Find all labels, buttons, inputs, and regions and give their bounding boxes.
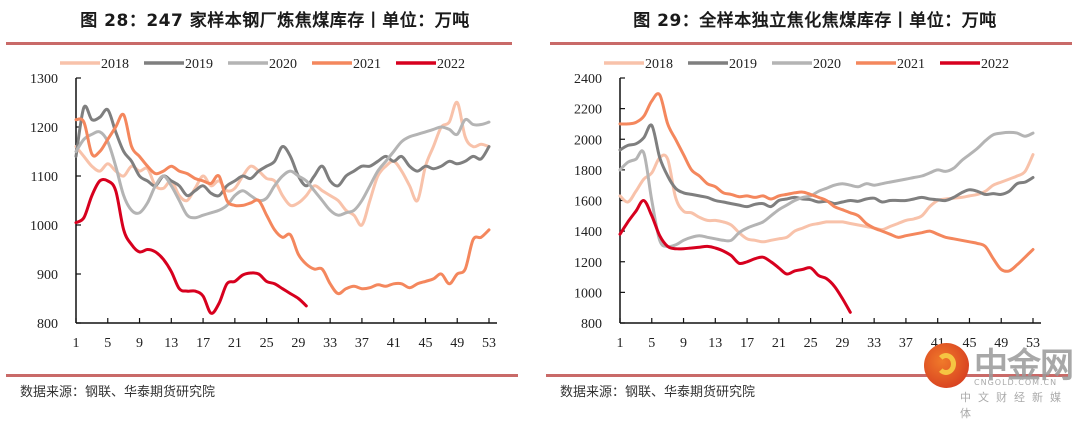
legend-item-2019: 2019 [688, 57, 757, 72]
watermark-tagline: 中文财经新媒体 [960, 391, 1068, 420]
chart-title: 图 28：247 家样本钢厂炼焦煤库存丨单位：万吨 [80, 11, 470, 31]
chart-panel-28: 图 28：247 家样本钢厂炼焦煤库存丨单位：万吨 2018 2019 2020 20… [0, 0, 540, 411]
legend-label: 2019 [185, 57, 213, 72]
x-tick-label: 21 [228, 336, 242, 351]
footer-divider [546, 374, 1068, 377]
legend-label: 2019 [729, 57, 757, 72]
legend-label: 2021 [897, 57, 925, 72]
x-tick-label: 33 [323, 336, 337, 351]
y-tick-label: 1000 [574, 286, 602, 301]
x-tick-label: 13 [708, 336, 722, 351]
y-tick-label: 2000 [574, 133, 602, 148]
x-tick-label: 1 [617, 336, 624, 351]
legend-item-2021: 2021 [856, 57, 925, 72]
x-tick-label: 13 [164, 336, 178, 351]
y-tick-label: 2200 [574, 103, 602, 118]
x-tick-label: 9 [680, 336, 687, 351]
series-line-2019 [74, 104, 491, 198]
series-line-2022 [618, 199, 852, 314]
legend-item-2018: 2018 [604, 57, 673, 72]
chart-title: 图 29：全样本独立焦化焦煤库存丨单位：万吨 [633, 11, 997, 31]
legend-item-2019: 2019 [144, 57, 213, 72]
legend-item-2020: 2020 [228, 57, 297, 72]
x-tick-label: 25 [260, 336, 274, 351]
legend-label: 2021 [353, 57, 381, 72]
y-tick-label: 1100 [31, 170, 58, 185]
watermark-url: CNGOLD.COM.CN [974, 378, 1058, 387]
x-tick-label: 41 [387, 336, 401, 351]
y-tick-label: 2400 [574, 72, 602, 87]
x-tick-label: 49 [450, 336, 464, 351]
chart-29: 2018 2019 2020 2021 2022 800 1000 1200 1400 1600 1… [574, 57, 1041, 351]
x-tick-label: 53 [1026, 336, 1040, 351]
y-tick-label: 1600 [574, 195, 602, 210]
watermark: 中金网 CNGOLD.COM.CN 中文财经新媒体 [922, 338, 1080, 420]
source-note: 数据来源：钢联、华泰期货研究院 [20, 385, 216, 400]
x-tick-label: 25 [804, 336, 818, 351]
y-tick-label: 1000 [30, 219, 58, 234]
series-line-2018 [618, 153, 1035, 244]
legend-label: 2022 [981, 57, 1009, 72]
y-tick-label: 800 [37, 317, 58, 332]
legend-label: 2020 [813, 57, 841, 72]
x-tick-label: 45 [962, 336, 976, 351]
legend-item-2022: 2022 [940, 57, 1009, 72]
legend-item-2018: 2018 [60, 57, 129, 72]
y-tick-label: 1200 [574, 256, 602, 271]
y-tick-label: 1800 [574, 164, 602, 179]
footer-divider [6, 374, 518, 377]
y-tick-label: 1300 [30, 72, 58, 87]
x-tick-label: 33 [867, 336, 881, 351]
source-note: 数据来源：钢联、华泰期货研究院 [560, 385, 756, 400]
x-tick-label: 29 [835, 336, 849, 351]
x-tick-label: 1 [73, 336, 80, 351]
series-line-2018 [74, 100, 491, 227]
legend-label: 2018 [645, 57, 673, 72]
chart-panel-29: 图 29：全样本独立焦化焦煤库存丨单位：万吨 2018 2019 2020 2021 2… [540, 0, 1080, 411]
y-tick-label: 900 [37, 268, 58, 283]
x-tick-label: 49 [994, 336, 1008, 351]
legend-label: 2020 [269, 57, 297, 72]
y-tick-label: 1400 [574, 225, 602, 240]
title-divider [6, 42, 512, 45]
series-line-2022 [74, 177, 308, 315]
legend-item-2021: 2021 [312, 57, 381, 72]
watermark-name: 中金网 [974, 346, 1074, 386]
title-divider [550, 42, 1072, 45]
x-tick-label: 17 [740, 336, 754, 351]
y-tick-label: 1200 [30, 121, 58, 136]
x-tick-label: 37 [899, 336, 913, 351]
legend-label: 2022 [437, 57, 465, 72]
x-tick-label: 17 [196, 336, 210, 351]
x-tick-label: 45 [418, 336, 432, 351]
legend-label: 2018 [101, 57, 129, 72]
x-tick-label: 29 [291, 336, 305, 351]
x-tick-label: 37 [355, 336, 369, 351]
y-tick-label: 800 [581, 317, 602, 332]
legend-item-2020: 2020 [772, 57, 841, 72]
x-tick-label: 5 [104, 336, 111, 351]
x-tick-label: 5 [648, 336, 655, 351]
cngold-logo-icon [924, 343, 969, 388]
chart-28: 2018 2019 2020 2021 202280090010001100120013… [30, 57, 497, 351]
series-line-2021 [74, 112, 491, 296]
series-line-2020 [74, 117, 491, 220]
x-tick-label: 53 [482, 336, 496, 351]
series-line-2020 [618, 130, 1035, 249]
legend-item-2022: 2022 [396, 57, 465, 72]
series-line-2021 [618, 92, 1035, 273]
x-tick-label: 9 [136, 336, 143, 351]
x-tick-label: 21 [772, 336, 786, 351]
